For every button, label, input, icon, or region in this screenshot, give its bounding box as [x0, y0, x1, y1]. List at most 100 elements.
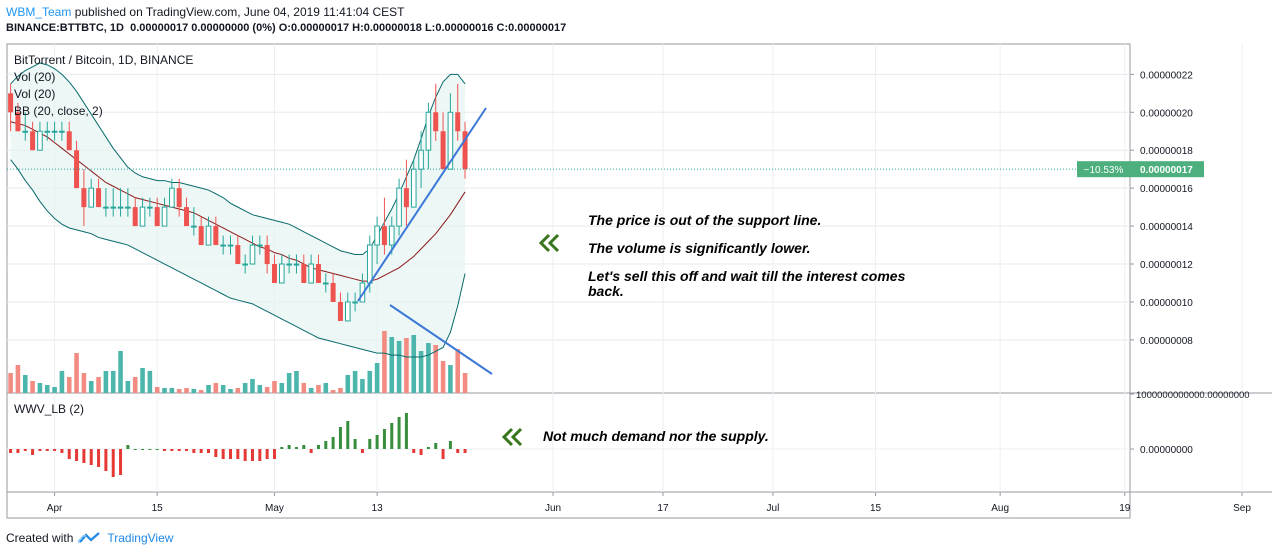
legend-vol-2[interactable]: Vol (20) [14, 87, 56, 101]
volume-bar [440, 361, 446, 393]
candle-body [242, 263, 248, 266]
volume-bar [323, 383, 329, 393]
legend-bb[interactable]: BB (20, close, 2) [14, 104, 103, 118]
time-tick-label: Jun [545, 503, 561, 514]
candle-body [352, 301, 358, 304]
volume-bar [360, 379, 365, 393]
wwv-bar [236, 449, 240, 459]
wwv-bar [75, 449, 79, 461]
wwv-bar [265, 449, 269, 459]
wwv-bar [294, 447, 298, 449]
volume-bar [52, 387, 57, 393]
annotation-wwv-note: Not much demand nor the supply. [543, 428, 769, 444]
wwv-bar [331, 437, 335, 449]
volume-bar [279, 383, 285, 393]
volume-bar [103, 371, 109, 393]
tradingview-brand[interactable]: TradingView [107, 531, 174, 545]
candle-body [315, 264, 321, 283]
volume-bar [338, 388, 343, 393]
legend-vol-1[interactable]: Vol (20) [14, 70, 56, 84]
candle-body [44, 130, 51, 133]
volume-bar [44, 385, 50, 393]
volume-bar [30, 381, 35, 393]
volume-bar [206, 385, 211, 393]
footer: Created with TradingView [6, 531, 173, 545]
wwv-bar [404, 413, 408, 449]
volume-bar [191, 389, 197, 393]
candle-body [447, 111, 454, 170]
wwv-bar [287, 445, 291, 449]
published-text: published on TradingView.com, June 04, 2… [74, 5, 405, 19]
publish-info: WBM_Team published on TradingView.com, J… [6, 5, 404, 19]
time-tick-label: Aug [991, 503, 1009, 514]
wwv-bar [390, 423, 394, 449]
change-badge-bg [1077, 161, 1130, 178]
high-value: 0.00000018 [363, 22, 422, 34]
wwv-bar [38, 449, 42, 451]
candle-body [220, 244, 226, 247]
candle-body [374, 225, 380, 246]
author-link[interactable]: WBM_Team [6, 5, 72, 19]
volume-bar [184, 388, 189, 393]
legend-wwv[interactable]: WWV_LB (2) [14, 402, 85, 416]
close-value: 0.00000017 [508, 22, 567, 34]
volume-bar [286, 373, 292, 393]
wwv-bar [67, 449, 71, 459]
wwv-bar [353, 439, 357, 449]
candle-body [154, 207, 160, 227]
price-badge-text: 0.00000017 [1140, 165, 1193, 176]
volume-bar [418, 351, 424, 393]
volume-bar [118, 351, 123, 393]
candle-body [301, 264, 307, 283]
bollinger-lower-line [10, 159, 466, 358]
wwv-bar [375, 435, 379, 449]
wwv-bar [31, 449, 35, 455]
candle-body [279, 263, 285, 284]
annotation-line-3: Let's sell this off and wait till the in… [588, 268, 906, 284]
volume-bar [147, 371, 153, 393]
candle-body [462, 131, 468, 170]
time-tick-label: 13 [372, 503, 384, 514]
annotation-line-2: The volume is significantly lower. [588, 240, 811, 256]
candle-body [337, 301, 343, 321]
wwv-bar [250, 449, 254, 461]
price-tick-label: 0.00000014 [1140, 222, 1193, 233]
volume-bar [37, 383, 43, 393]
double-chevron-left-icon [501, 427, 523, 447]
candle-body [330, 282, 336, 302]
volume-bar [330, 390, 336, 393]
candle-body [139, 206, 146, 227]
candle-body [235, 245, 241, 265]
wwv-bar [82, 449, 86, 463]
wwv-bar [104, 449, 108, 471]
wwv-bar [302, 445, 306, 449]
wwv-bar [229, 449, 232, 459]
wwv-bar [155, 449, 159, 450]
wwv-bar [60, 449, 64, 453]
time-tick-label: Apr [47, 503, 63, 514]
volume-bar [250, 379, 255, 393]
candle-body [322, 282, 329, 285]
wwv-bar [412, 449, 416, 453]
volume-bar [74, 353, 79, 393]
candle-body [161, 206, 168, 227]
price-tick-label: 0.00000008 [1140, 336, 1193, 347]
wwv-bar [45, 449, 49, 451]
volume-bar [96, 377, 101, 393]
wwv-bar [258, 449, 262, 461]
candle-body [176, 188, 182, 208]
volume-bar [132, 377, 138, 393]
volume-bar [125, 381, 131, 393]
wwv-bar [97, 449, 101, 467]
volume-bar [140, 368, 145, 393]
volume-bar [66, 377, 72, 393]
candle-body [440, 131, 446, 170]
volume-bar [81, 373, 87, 393]
candle-body [308, 263, 314, 284]
candle-body [125, 206, 131, 209]
volume-bar [220, 385, 226, 393]
candle-body [96, 188, 102, 208]
volume-bar [264, 387, 270, 393]
candle-body [110, 206, 117, 209]
